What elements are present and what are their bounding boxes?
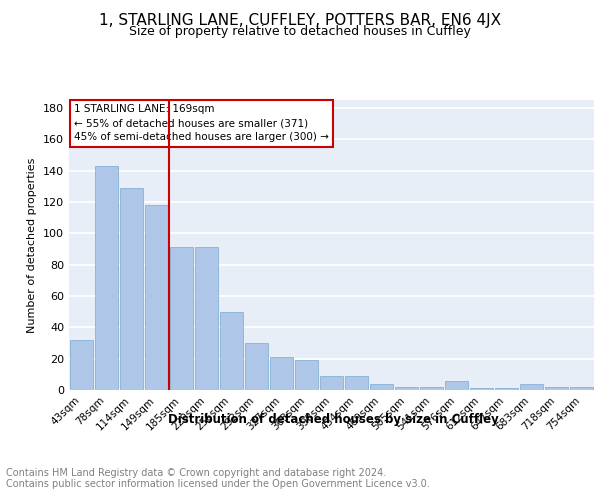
- Text: Distribution of detached houses by size in Cuffley: Distribution of detached houses by size …: [167, 412, 499, 426]
- Bar: [395, 387, 418, 390]
- Bar: [220, 312, 244, 390]
- Text: 1, STARLING LANE, CUFFLEY, POTTERS BAR, EN6 4JX: 1, STARLING LANE, CUFFLEY, POTTERS BAR, …: [99, 12, 501, 28]
- Bar: [545, 387, 568, 390]
- Bar: [344, 376, 368, 390]
- Bar: [569, 387, 593, 390]
- Bar: [470, 388, 493, 390]
- Bar: [419, 387, 443, 390]
- Text: 1 STARLING LANE: 169sqm
← 55% of detached houses are smaller (371)
45% of semi-d: 1 STARLING LANE: 169sqm ← 55% of detache…: [74, 104, 329, 142]
- Bar: [194, 248, 218, 390]
- Bar: [70, 340, 94, 390]
- Bar: [445, 380, 469, 390]
- Bar: [119, 188, 143, 390]
- Bar: [370, 384, 394, 390]
- Bar: [494, 388, 518, 390]
- Bar: [95, 166, 118, 390]
- Y-axis label: Number of detached properties: Number of detached properties: [28, 158, 37, 332]
- Bar: [295, 360, 319, 390]
- Bar: [520, 384, 544, 390]
- Bar: [145, 205, 169, 390]
- Bar: [245, 343, 268, 390]
- Bar: [269, 357, 293, 390]
- Text: Size of property relative to detached houses in Cuffley: Size of property relative to detached ho…: [129, 25, 471, 38]
- Bar: [320, 376, 343, 390]
- Text: Contains HM Land Registry data © Crown copyright and database right 2024.
Contai: Contains HM Land Registry data © Crown c…: [6, 468, 430, 489]
- Bar: [170, 248, 193, 390]
